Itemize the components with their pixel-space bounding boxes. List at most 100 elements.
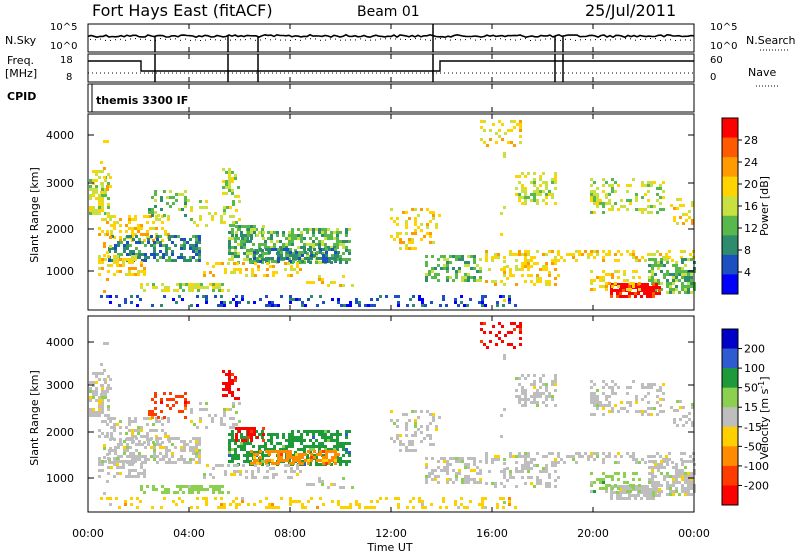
velocity-cell [282, 433, 285, 436]
velocity-cell [253, 503, 256, 506]
power-cell [536, 280, 539, 283]
power-cell [492, 123, 495, 126]
velocity-cell [405, 446, 408, 449]
power-cell [554, 283, 557, 286]
power-cell [178, 208, 181, 211]
power-cell [412, 295, 415, 298]
power-cell [605, 193, 608, 196]
velocity-cell [117, 443, 120, 446]
power-cell [220, 304, 223, 307]
power-cell [443, 255, 446, 258]
power-cell [134, 218, 137, 221]
velocity-cell [666, 481, 669, 484]
velocity-cell [676, 409, 679, 412]
power-cell [548, 250, 551, 253]
velocity-colorbar-swatches [722, 329, 738, 506]
velocity-cell [223, 414, 226, 417]
power-cell [152, 239, 155, 242]
power-cell [276, 231, 279, 234]
velocity-cell [143, 472, 146, 475]
power-cell [282, 246, 285, 249]
power-cell [533, 190, 536, 193]
power-cell [327, 237, 330, 240]
velocity-cell [95, 375, 98, 378]
velocity-cell [280, 450, 283, 453]
power-cell [545, 265, 548, 268]
velocity-cell [602, 413, 605, 416]
power-cell [228, 246, 231, 249]
power-cell [336, 255, 339, 258]
noise-search-point [620, 38, 621, 40]
velocity-cell [203, 488, 206, 491]
velocity-cell [282, 445, 285, 448]
velocity-cell [412, 497, 415, 500]
velocity-cell [309, 463, 312, 466]
power-cell [649, 289, 652, 292]
velocity-cell [186, 443, 189, 446]
velocity-cell [660, 463, 663, 466]
velocity-cell [611, 407, 614, 410]
velocity-cell [333, 445, 336, 448]
power-cell [616, 283, 619, 286]
power-cell [267, 231, 270, 234]
colorbar-swatch [722, 368, 738, 389]
velocity-cell [289, 456, 292, 459]
velocity-cell [147, 443, 150, 446]
velocity-cell [635, 461, 638, 464]
velocity-cell [622, 488, 625, 491]
velocity-cell [638, 478, 641, 481]
power-cell [622, 295, 625, 298]
power-cell [516, 123, 519, 126]
power-cell [650, 253, 653, 256]
velocity-cell [292, 500, 295, 503]
velocity-cell [109, 503, 112, 506]
power-cell [205, 301, 208, 304]
power-cell [209, 283, 212, 286]
power-cell [271, 248, 274, 251]
power-cell [491, 280, 494, 283]
velocity-cell [554, 458, 557, 461]
velocity-cell [527, 467, 530, 470]
velocity-cell [521, 464, 524, 467]
power-cell [479, 267, 482, 270]
noise-search-point [190, 39, 191, 41]
power-cell [446, 261, 449, 264]
velocity-cell [518, 452, 521, 455]
velocity-cell [629, 484, 632, 487]
velocity-cell [628, 488, 631, 491]
power-cell [128, 258, 131, 261]
power-cell [455, 255, 458, 258]
power-cell [605, 288, 608, 291]
power-cell [134, 215, 137, 218]
power-cell [684, 273, 687, 276]
velocity-cell [250, 439, 253, 442]
velocity-cell [129, 437, 132, 440]
power-cell [146, 230, 149, 233]
power-cell [132, 250, 135, 253]
power-cell [668, 256, 671, 259]
power-cell [140, 264, 143, 267]
velocity-cell [218, 491, 221, 494]
velocity-cell [147, 440, 150, 443]
velocity-cell [648, 481, 651, 484]
power-cell [262, 237, 265, 240]
power-cell [234, 240, 237, 243]
noise-search-point [275, 38, 276, 40]
velocity-cell [536, 464, 539, 467]
power-cell [300, 231, 303, 234]
noise-search-trace [90, 38, 691, 41]
velocity-cell [258, 445, 261, 448]
velocity-cell [283, 459, 286, 462]
velocity-cell [554, 377, 557, 380]
power-cell [524, 250, 527, 253]
velocity-cell [277, 450, 280, 453]
power-cell [500, 233, 503, 236]
power-cell [658, 292, 661, 295]
velocity-cell [301, 503, 304, 506]
velocity-cell [95, 372, 98, 375]
noise-search-point [440, 38, 441, 40]
power-cell [192, 244, 195, 247]
power-cell [153, 256, 156, 259]
power-cell [205, 206, 208, 209]
noise-search-point [370, 39, 371, 41]
